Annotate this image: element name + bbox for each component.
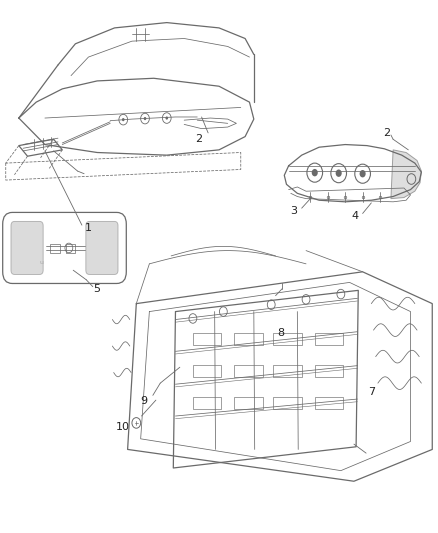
Bar xyxy=(50,244,60,253)
Text: 1: 1 xyxy=(85,223,92,233)
FancyBboxPatch shape xyxy=(86,221,118,274)
Bar xyxy=(315,397,343,409)
Text: 7: 7 xyxy=(368,387,375,397)
Circle shape xyxy=(312,169,318,176)
Text: 2: 2 xyxy=(195,134,202,144)
Polygon shape xyxy=(391,150,421,199)
Text: 4: 4 xyxy=(351,211,358,221)
Circle shape xyxy=(336,169,342,177)
Bar xyxy=(234,333,262,345)
Bar xyxy=(273,365,302,377)
Bar xyxy=(66,244,75,253)
Bar xyxy=(234,365,262,377)
Circle shape xyxy=(166,116,168,119)
Bar xyxy=(193,397,221,409)
Bar xyxy=(273,397,302,409)
Text: 5: 5 xyxy=(94,284,101,294)
Circle shape xyxy=(144,117,146,120)
Bar xyxy=(315,365,343,377)
FancyBboxPatch shape xyxy=(11,221,43,274)
Circle shape xyxy=(360,170,366,177)
Text: 9: 9 xyxy=(140,395,147,406)
Text: 2: 2 xyxy=(383,128,390,138)
Bar xyxy=(193,333,221,345)
Text: u: u xyxy=(40,260,44,265)
Bar xyxy=(193,365,221,377)
Bar xyxy=(315,333,343,345)
Bar xyxy=(273,333,302,345)
Text: 10: 10 xyxy=(116,422,130,432)
Circle shape xyxy=(122,118,124,121)
Text: 3: 3 xyxy=(290,206,297,216)
Text: 8: 8 xyxy=(278,328,285,338)
Bar xyxy=(234,397,262,409)
